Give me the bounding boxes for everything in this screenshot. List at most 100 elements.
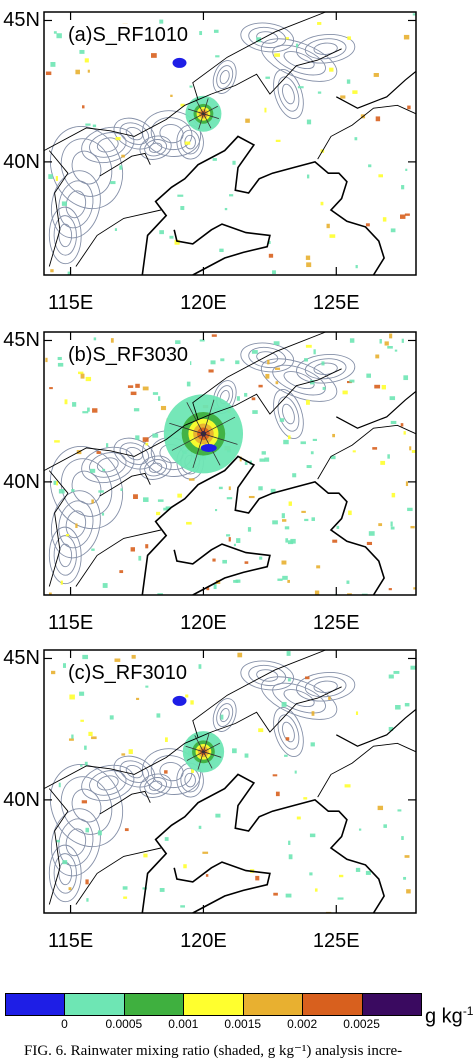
radar-ray <box>187 108 204 115</box>
terrain-contour <box>96 137 119 153</box>
increment-speck <box>261 451 266 455</box>
increment-speck <box>274 367 281 370</box>
increment-speck <box>208 369 214 373</box>
increment-speck <box>258 486 263 491</box>
increment-speck <box>48 174 53 179</box>
increment-speck <box>273 341 280 345</box>
increment-speck <box>287 540 294 545</box>
radar-ray <box>192 433 204 468</box>
map-frame <box>43 11 417 276</box>
increment-speck <box>312 438 317 441</box>
increment-speck <box>409 446 412 451</box>
increment-speck <box>226 497 233 500</box>
increment-speck <box>213 584 217 590</box>
increment-speck <box>342 390 348 395</box>
increment-speck <box>354 137 358 141</box>
increment-speck <box>135 435 140 440</box>
increment-speck <box>239 456 242 462</box>
increment-speck <box>152 392 159 395</box>
terrain-contour <box>219 708 230 723</box>
increment-speck <box>91 499 94 504</box>
radar-ray <box>195 99 204 114</box>
increment-speck <box>160 405 167 411</box>
province-boundary <box>192 650 326 738</box>
colorbar-segment <box>5 993 66 1016</box>
increment-speck <box>265 76 270 79</box>
province-boundary <box>44 731 212 789</box>
terrain-contour <box>71 788 102 823</box>
increment-speck <box>159 230 164 235</box>
increment-speck <box>288 501 292 506</box>
increment-speck <box>265 373 270 379</box>
province-boundary <box>99 152 151 177</box>
increment-speck <box>277 578 283 581</box>
colorbar-segment <box>302 993 363 1016</box>
province-boundary <box>317 742 416 798</box>
increment-speck <box>264 107 267 113</box>
province-boundary <box>192 12 326 100</box>
increment-speck <box>316 565 321 569</box>
increment-speck <box>236 396 240 401</box>
increment-speck <box>313 349 316 355</box>
increment-speck <box>412 13 416 16</box>
increment-speck <box>53 31 57 34</box>
increment-speck <box>92 408 98 413</box>
radar-ray <box>203 751 222 758</box>
increment-speck <box>285 737 290 741</box>
increment-speck <box>80 373 85 379</box>
increment-speck <box>79 691 85 696</box>
increment-speck <box>329 234 336 238</box>
lat-label: 40N <box>3 788 40 811</box>
increment-speck <box>157 593 163 595</box>
terrain-contour <box>113 437 156 470</box>
terrain-contour <box>65 828 87 857</box>
terrain-contour <box>216 65 234 89</box>
increment-speck <box>403 431 406 435</box>
increment-speck <box>202 851 209 854</box>
increment-speck <box>130 547 136 552</box>
coastline <box>141 773 385 913</box>
province-boundary <box>48 788 69 905</box>
increment-speck <box>259 556 263 560</box>
increment-speck <box>251 350 258 354</box>
province-boundary <box>211 686 342 733</box>
increment-speck <box>55 176 58 181</box>
negative-increment-blob <box>200 443 217 452</box>
terrain-contour <box>272 682 326 714</box>
increment-speck <box>272 520 278 525</box>
terrain-contour <box>96 775 119 791</box>
increment-speck <box>213 29 219 33</box>
increment-speck <box>373 73 379 77</box>
increment-speck <box>395 705 401 710</box>
increment-speck <box>124 828 129 832</box>
increment-speck <box>235 360 240 365</box>
increment-speck <box>232 160 236 165</box>
increment-speck <box>355 264 358 269</box>
increment-speck <box>64 399 68 405</box>
increment-speck <box>390 526 395 530</box>
increment-speck <box>98 490 104 493</box>
increment-speck <box>282 519 287 522</box>
increment-speck <box>142 887 147 890</box>
terrain-contour <box>48 844 82 903</box>
increment-speck <box>310 742 315 747</box>
increment-speck <box>96 451 101 454</box>
increment-speck <box>403 375 409 381</box>
terrain-contour <box>277 714 300 750</box>
increment-speck <box>383 824 387 828</box>
map-frame <box>43 649 417 914</box>
increment-speck <box>233 580 239 583</box>
increment-speck <box>344 784 351 788</box>
increment-speck <box>60 580 63 585</box>
increment-speck <box>284 526 290 530</box>
figure-caption: FIG. 6. Rainwater mixing ratio (shaded, … <box>24 1043 403 1059</box>
increment-speck <box>142 386 149 391</box>
terrain-contour <box>125 764 143 779</box>
increment-speck <box>133 494 138 499</box>
increment-speck <box>267 359 270 365</box>
terrain-contour <box>125 446 143 461</box>
increment-speck <box>50 269 54 273</box>
increment-speck <box>388 588 392 591</box>
colorbar-unit: g kg-1 <box>425 1000 473 1028</box>
radar-ray <box>203 433 238 445</box>
